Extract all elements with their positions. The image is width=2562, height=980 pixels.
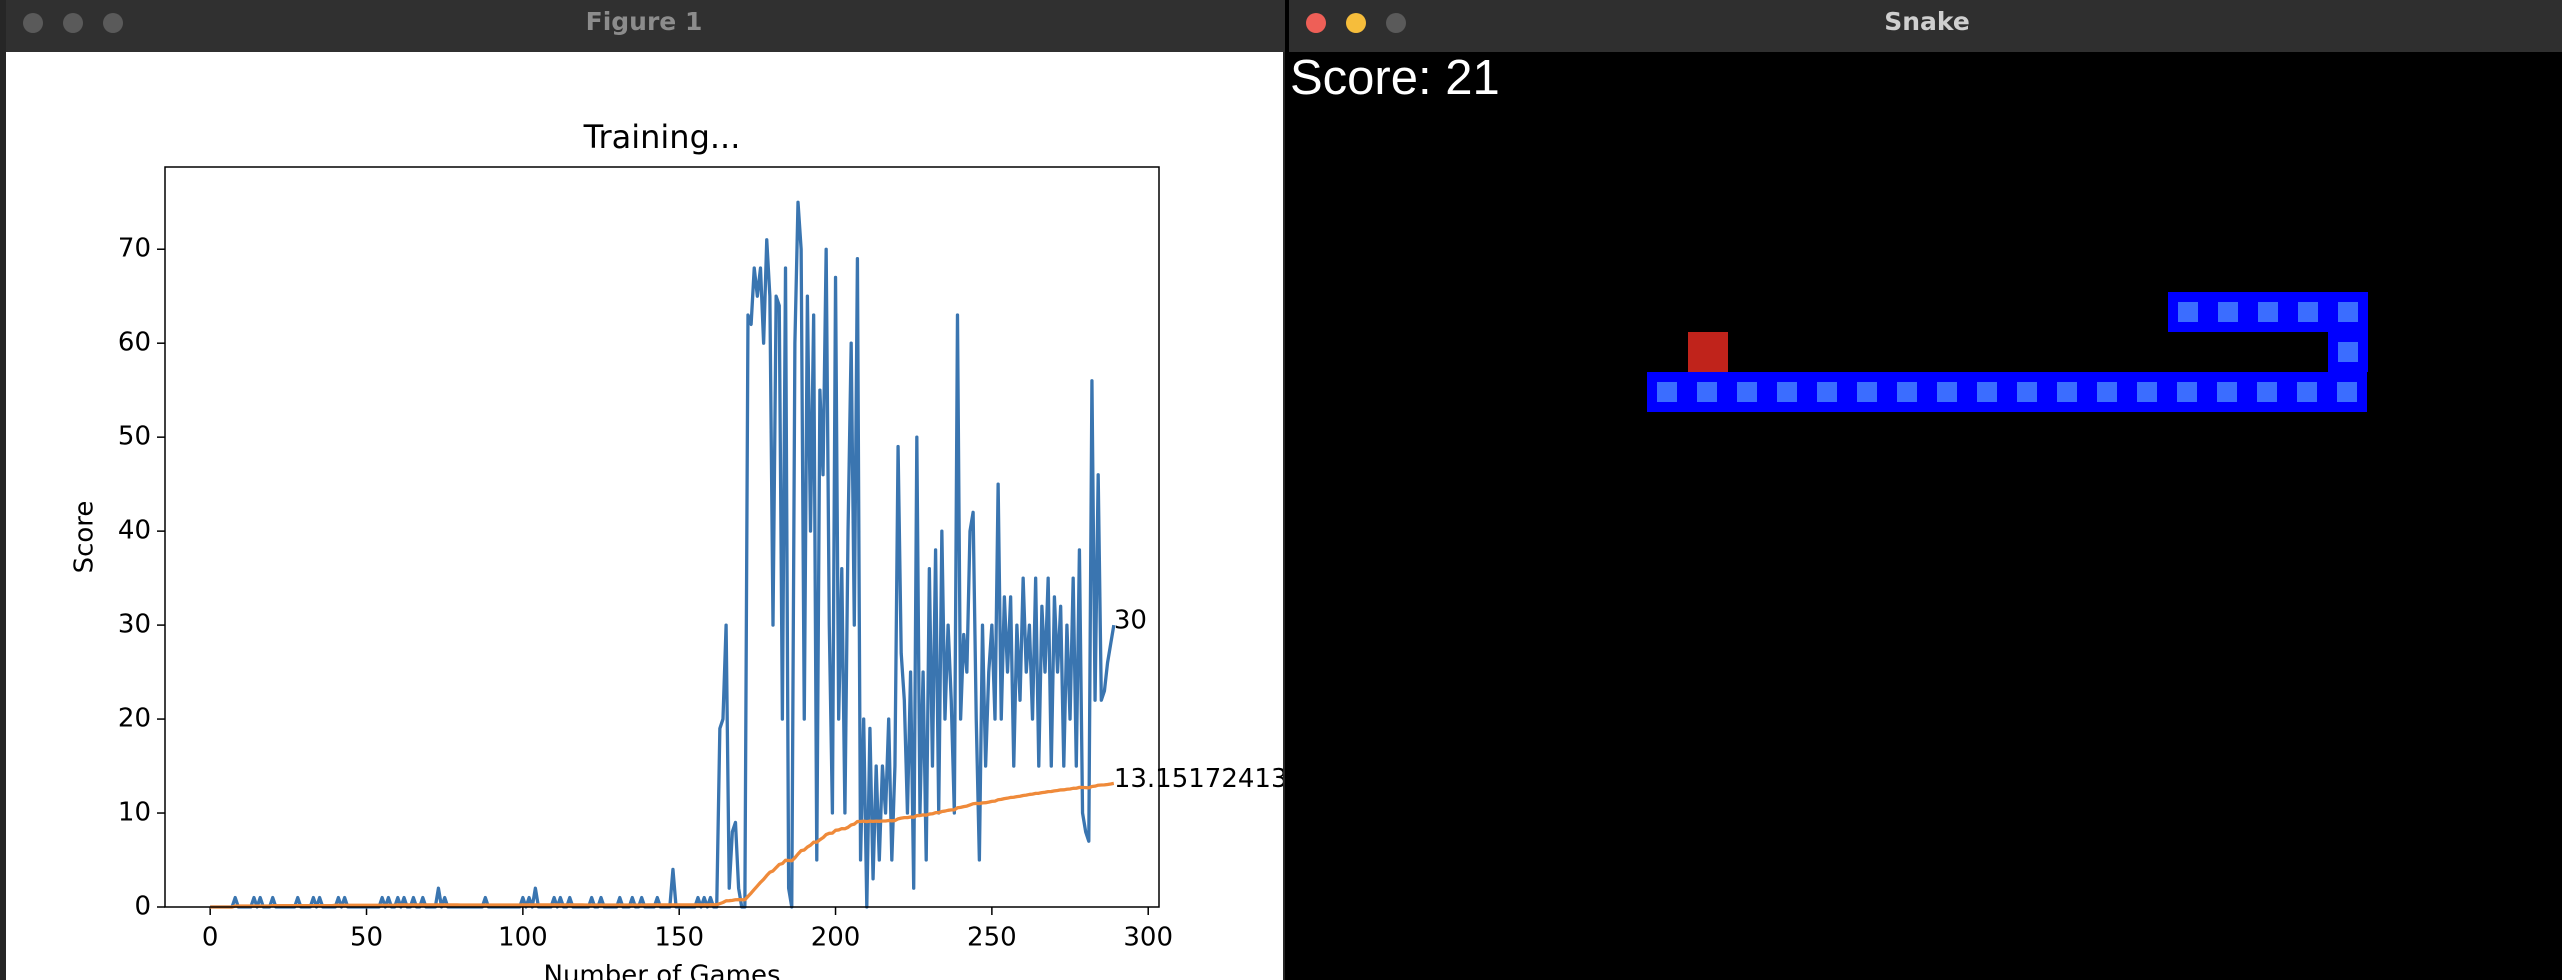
snake-segment-inner bbox=[2057, 382, 2077, 402]
close-button[interactable] bbox=[23, 13, 43, 33]
snake-segment-inner bbox=[1817, 382, 1837, 402]
snake-segment-inner bbox=[2177, 382, 2197, 402]
snake-segment-inner bbox=[2097, 382, 2117, 402]
game-canvas bbox=[1289, 52, 2562, 980]
minimize-button[interactable] bbox=[1346, 13, 1366, 33]
snake-segment-inner bbox=[1857, 382, 1877, 402]
title-bar bbox=[1289, 0, 2562, 52]
value-annotation: 30 bbox=[1114, 606, 1147, 636]
close-button[interactable] bbox=[1306, 13, 1326, 33]
game-board bbox=[1647, 292, 2368, 412]
y-tick-label: 50 bbox=[118, 422, 151, 452]
y-tick-label: 70 bbox=[118, 234, 151, 264]
snake-segment-inner bbox=[1657, 382, 1677, 402]
snake-segment-inner bbox=[2258, 302, 2278, 322]
figure-canvas bbox=[6, 52, 1283, 980]
snake-segment-inner bbox=[2297, 382, 2317, 402]
snake-segment-inner bbox=[2218, 302, 2238, 322]
snake-segment-inner bbox=[2137, 382, 2157, 402]
x-tick-label: 200 bbox=[811, 923, 861, 953]
y-tick-label: 10 bbox=[118, 798, 151, 828]
y-tick-label: 30 bbox=[118, 610, 151, 640]
snake-segment-inner bbox=[1937, 382, 1957, 402]
game-score: Score: 21 bbox=[1290, 51, 1500, 105]
zoom-button[interactable] bbox=[103, 13, 123, 33]
title-bar bbox=[6, 0, 1285, 52]
snake-segment-inner bbox=[1737, 382, 1757, 402]
snake-segment-inner bbox=[2017, 382, 2037, 402]
x-tick-label: 250 bbox=[967, 923, 1017, 953]
x-tick-label: 50 bbox=[350, 923, 383, 953]
y-tick-label: 40 bbox=[118, 516, 151, 546]
snake-segment-inner bbox=[1977, 382, 1997, 402]
value-annotation: 13.151724137931033 bbox=[1114, 764, 1403, 794]
snake-segment-inner bbox=[1777, 382, 1797, 402]
snake-segment-inner bbox=[2338, 342, 2358, 362]
snake-segment-inner bbox=[2257, 382, 2277, 402]
x-tick-label: 300 bbox=[1123, 923, 1173, 953]
x-tick-label: 150 bbox=[654, 923, 704, 953]
x-tick-label: 100 bbox=[498, 923, 548, 953]
food bbox=[1688, 332, 1728, 372]
snake-segment-inner bbox=[2338, 302, 2358, 322]
zoom-button[interactable] bbox=[1386, 13, 1406, 33]
y-tick-label: 20 bbox=[118, 704, 151, 734]
snake-segment-inner bbox=[2337, 382, 2357, 402]
axes-frame bbox=[164, 166, 1160, 908]
y-tick-label: 0 bbox=[134, 892, 151, 922]
x-tick-label: 0 bbox=[202, 923, 219, 953]
window-title: Snake bbox=[1884, 7, 1970, 36]
snake-segment-inner bbox=[1697, 382, 1717, 402]
y-axis-label: Score bbox=[70, 501, 100, 574]
chart-title: Training... bbox=[583, 118, 741, 156]
minimize-button[interactable] bbox=[63, 13, 83, 33]
x-axis-label: Number of Games bbox=[544, 961, 781, 980]
snake-segment-inner bbox=[2217, 382, 2237, 402]
divider bbox=[1285, 0, 1289, 980]
y-tick-label: 60 bbox=[118, 328, 151, 358]
data-line bbox=[210, 781, 1115, 909]
snake-segment-inner bbox=[2178, 302, 2198, 322]
window-title: Figure 1 bbox=[586, 7, 703, 36]
snake-segment-inner bbox=[2298, 302, 2318, 322]
snake-segment-inner bbox=[1897, 382, 1917, 402]
